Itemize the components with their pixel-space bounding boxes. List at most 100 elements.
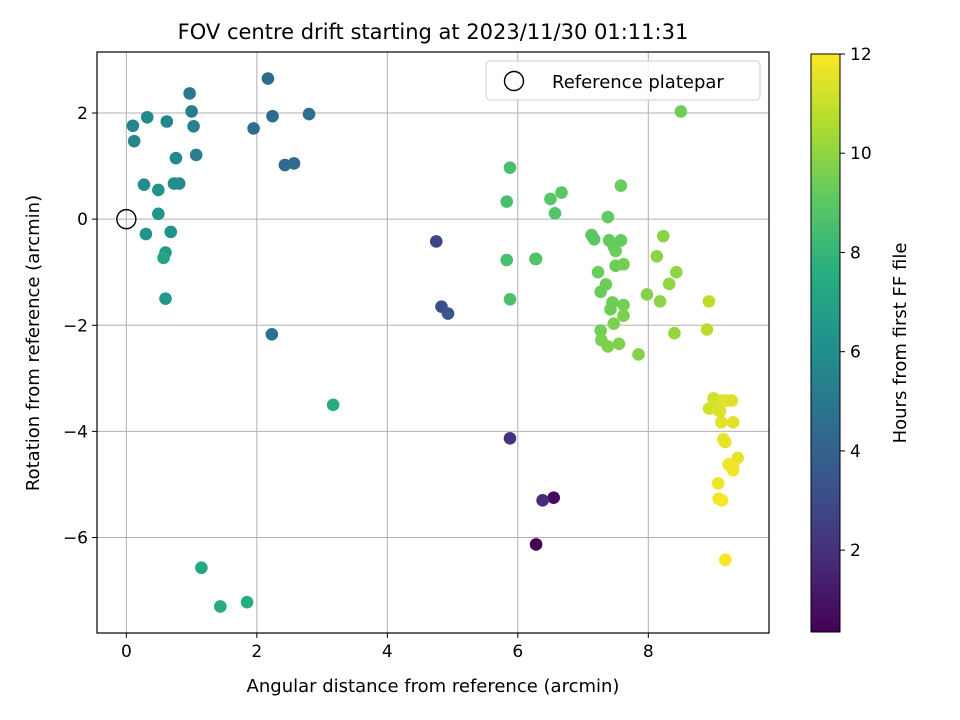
- colorbar-tick-label: 10: [850, 144, 872, 164]
- grid-lines: [97, 52, 769, 633]
- data-point: [287, 157, 301, 170]
- data-point: [266, 109, 279, 123]
- data-point: [609, 244, 622, 258]
- colorbar-gradient: [810, 53, 841, 633]
- colorbar-ticks: 2 4 6 8 10 12: [840, 45, 872, 561]
- data-point: [548, 207, 562, 220]
- data-point: [187, 119, 200, 133]
- x-axis-label: Angular distance from reference (arcmin): [247, 676, 620, 697]
- data-point: [617, 309, 630, 323]
- data-point: [139, 227, 153, 241]
- data-point: [536, 494, 549, 507]
- data-point: [715, 416, 728, 429]
- data-point: [183, 87, 196, 100]
- data-point: [261, 72, 275, 85]
- chart-title: FOV centre drift starting at 2023/11/30 …: [178, 20, 689, 44]
- data-point: [160, 115, 174, 128]
- data-point: [591, 265, 605, 279]
- x-tick-label: 6: [512, 642, 523, 662]
- data-point: [302, 107, 316, 121]
- data-point: [612, 337, 626, 351]
- data-point: [152, 207, 165, 221]
- colorbar-tick-label: 6: [850, 343, 861, 363]
- x-tick-label: 0: [121, 642, 132, 662]
- data-point: [670, 265, 683, 279]
- data-point: [500, 195, 514, 208]
- data-point: [503, 292, 517, 306]
- data-point: [127, 134, 141, 148]
- data-point: [702, 295, 716, 308]
- data-point: [718, 553, 732, 567]
- data-point: [594, 324, 607, 337]
- data-point: [500, 253, 514, 267]
- legend: Reference platepar: [485, 60, 761, 101]
- legend-marker-reference: [503, 70, 525, 92]
- data-point: [547, 491, 560, 504]
- y-tick-label: −4: [63, 422, 88, 442]
- data-point: [159, 292, 172, 306]
- data-point: [601, 340, 615, 353]
- colorbar-tick-label: 2: [850, 541, 861, 561]
- data-point: [555, 186, 568, 199]
- data-point: [189, 148, 203, 162]
- data-point: [662, 277, 676, 291]
- data-point: [544, 192, 557, 206]
- data-point: [503, 431, 517, 445]
- data-point: [632, 348, 645, 361]
- data-point: [614, 179, 628, 193]
- data-point: [587, 232, 601, 246]
- axes: 0 2 4 6 8 2 0 −2 −4 −6: [63, 51, 770, 662]
- data-point: [529, 252, 542, 266]
- data-point: [700, 323, 714, 336]
- data-point: [715, 494, 729, 507]
- data-point: [326, 398, 340, 412]
- data-point: [601, 210, 615, 224]
- data-point: [674, 105, 688, 118]
- y-tick-label: −2: [63, 316, 88, 336]
- data-point: [164, 225, 178, 239]
- legend-box: [485, 60, 761, 101]
- data-point: [429, 235, 443, 248]
- data-point: [726, 461, 740, 474]
- data-point: [650, 249, 664, 263]
- data-point: [214, 600, 227, 613]
- data-point: [640, 288, 654, 301]
- x-tick-label: 8: [643, 642, 654, 662]
- x-tick-label: 4: [382, 642, 393, 662]
- data-point: [126, 119, 140, 133]
- data-point: [185, 105, 198, 118]
- data-point: [157, 251, 170, 265]
- data-point: [594, 285, 607, 299]
- data-point: [725, 394, 739, 407]
- data-points: [126, 72, 744, 613]
- colorbar-tick-label: 12: [850, 45, 872, 65]
- data-point: [172, 177, 186, 190]
- data-point: [169, 151, 183, 165]
- data-point: [614, 234, 628, 247]
- colorbar: 2 4 6 8 10 12 Hours from first FF file: [810, 45, 911, 633]
- data-point: [152, 183, 165, 197]
- data-point: [607, 317, 621, 330]
- data-point: [441, 307, 455, 320]
- plot-frame: [96, 51, 770, 634]
- data-point: [731, 451, 744, 465]
- data-point: [265, 327, 279, 341]
- colorbar-label: Hours from first FF file: [890, 243, 911, 444]
- y-tick-label: 2: [77, 104, 88, 124]
- data-point: [529, 538, 543, 551]
- x-tick-label: 2: [251, 642, 262, 662]
- data-point: [657, 229, 670, 243]
- legend-label-reference: Reference platepar: [552, 72, 724, 93]
- data-point: [137, 178, 151, 191]
- data-point: [653, 295, 667, 308]
- data-point: [617, 298, 630, 312]
- data-point: [711, 477, 725, 490]
- colorbar-tick-label: 4: [850, 442, 861, 462]
- data-point: [718, 435, 732, 449]
- data-point: [140, 110, 154, 124]
- data-point: [195, 561, 208, 575]
- y-tick-label: 0: [77, 210, 88, 230]
- data-point: [617, 257, 630, 271]
- y-axis-label: Rotation from reference (arcmin): [23, 195, 44, 491]
